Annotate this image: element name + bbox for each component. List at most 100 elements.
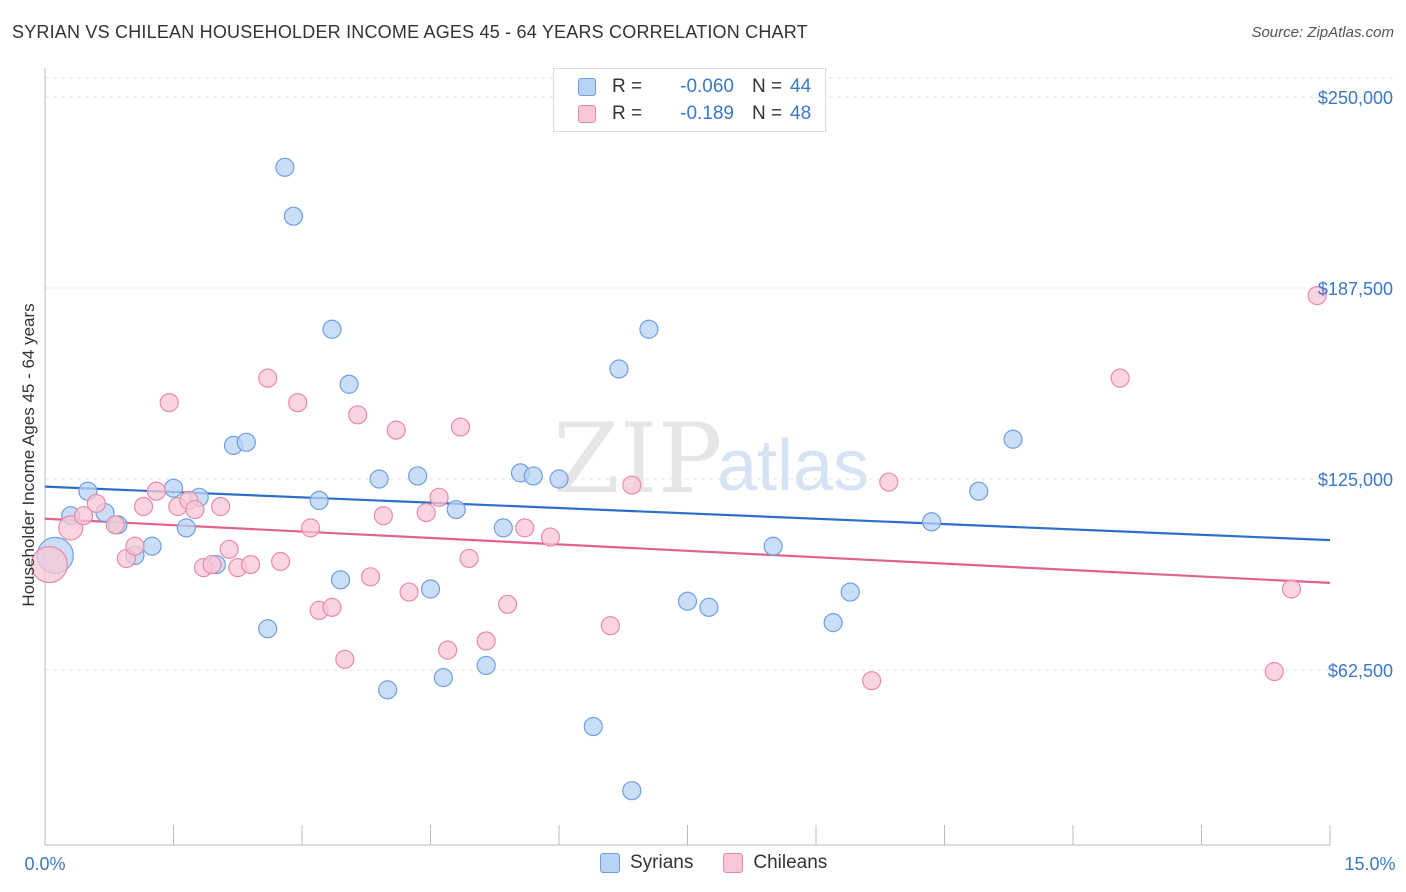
point-chileans — [540, 527, 561, 547]
legend-swatch-chileans — [578, 105, 596, 123]
point-chileans — [438, 640, 458, 660]
point-chileans — [429, 487, 449, 507]
legend-row-syrians: R = -0.060 N = 44 — [578, 74, 811, 100]
watermark-atlas: atlas — [717, 426, 869, 506]
point-chileans — [335, 649, 355, 669]
point-syrians — [969, 481, 989, 501]
point-chileans — [146, 481, 166, 501]
point-chileans — [270, 551, 291, 572]
point-syrians — [549, 469, 569, 489]
point-syrians — [1003, 429, 1023, 449]
point-chileans — [862, 671, 882, 691]
point-syrians — [583, 716, 603, 737]
legend-swatch-syrians — [578, 78, 596, 96]
point-chileans — [1307, 286, 1327, 306]
chart-title: SYRIAN VS CHILEAN HOUSEHOLDER INCOME AGE… — [12, 22, 808, 42]
legend-item-chileans[interactable]: Chileans — [723, 852, 827, 874]
point-syrians — [163, 478, 184, 498]
source-label: Source: ZipAtlas.com — [1251, 24, 1394, 41]
point-syrians — [922, 512, 942, 532]
trend-layer — [44, 485, 1331, 585]
point-chileans — [105, 515, 125, 535]
point-syrians — [493, 518, 513, 538]
legend-row-chileans: R = -0.189 N = 48 — [578, 101, 811, 127]
legend-n-label: N = — [752, 76, 783, 97]
point-syrians — [309, 490, 329, 510]
legend-label-chileans: Chileans — [753, 852, 828, 873]
point-syrians — [408, 466, 428, 486]
legend-n-label: N = — [752, 103, 783, 124]
point-chileans — [159, 393, 179, 413]
y-axis-title: Householder Income Ages 45 - 64 years — [19, 303, 38, 606]
point-chileans — [1281, 579, 1302, 599]
legend-n-value: 44 — [790, 76, 812, 97]
watermark-zip: ZIP — [553, 403, 722, 515]
y-tick-label: $125,000 — [1318, 470, 1393, 490]
legend-r-label: R = — [612, 103, 643, 124]
point-syrians — [433, 668, 453, 688]
point-syrians — [378, 680, 398, 700]
point-chileans — [300, 518, 321, 538]
point-chileans — [360, 567, 381, 587]
point-syrians — [446, 499, 466, 520]
point-syrians — [823, 613, 843, 633]
y-tick-label: $250,000 — [1318, 88, 1393, 108]
point-syrians — [677, 591, 698, 611]
point-chileans — [348, 405, 368, 425]
point-chileans — [386, 420, 406, 440]
point-chileans — [288, 393, 308, 413]
x-tick-label: 15.0% — [1344, 854, 1395, 874]
series-legend: Syrians Chileans — [600, 852, 857, 874]
point-chileans — [185, 499, 205, 520]
y-tick-label: $62,500 — [1328, 661, 1393, 681]
legend-swatch-chileans — [723, 853, 744, 873]
point-syrians — [339, 374, 359, 394]
point-syrians — [639, 319, 659, 339]
point-chileans — [219, 539, 239, 559]
point-chileans — [30, 545, 68, 584]
point-chileans — [73, 506, 94, 526]
point-chileans — [133, 496, 154, 517]
point-syrians — [275, 157, 295, 177]
point-syrians — [258, 619, 278, 639]
point-syrians — [322, 319, 342, 339]
point-chileans — [879, 472, 899, 492]
point-syrians — [763, 536, 783, 556]
point-syrians — [699, 597, 719, 617]
point-chileans — [322, 597, 342, 617]
point-syrians — [420, 579, 441, 599]
point-chileans — [86, 493, 107, 514]
point-syrians — [609, 359, 629, 379]
trendline-syrians — [44, 485, 1331, 542]
point-chileans — [1264, 661, 1284, 682]
point-syrians — [476, 655, 496, 676]
legend-r-label: R = — [612, 76, 643, 97]
point-syrians — [142, 536, 162, 556]
point-chileans — [1110, 368, 1130, 388]
legend-r-value: -0.189 — [680, 103, 734, 124]
x-tick-label: 0.0% — [24, 854, 65, 874]
legend-n-value: 48 — [790, 103, 812, 124]
point-syrians — [283, 206, 304, 226]
y-tick-label: $187,500 — [1318, 279, 1393, 299]
point-chileans — [515, 518, 535, 538]
point-syrians — [236, 432, 256, 452]
legend-item-syrians[interactable]: Syrians — [600, 852, 693, 874]
point-chileans — [476, 631, 496, 651]
label-layer: $62,500 $125,000 $187,500 $250,000 0.0% 15.0%… — [19, 88, 1396, 874]
point-chileans — [622, 475, 642, 495]
point-syrians — [176, 518, 196, 538]
point-syrians — [330, 570, 351, 590]
point-chileans — [416, 503, 436, 523]
point-chileans — [498, 594, 518, 614]
trendline-chileans — [44, 517, 1331, 585]
legend-label-syrians: Syrians — [630, 852, 694, 873]
axis-layer — [44, 68, 1331, 846]
point-chileans — [202, 554, 222, 575]
point-syrians — [369, 469, 389, 489]
point-layer — [30, 87, 1327, 801]
point-syrians — [523, 466, 543, 486]
point-chileans — [459, 548, 479, 569]
legend-r-value: -0.060 — [680, 76, 734, 97]
